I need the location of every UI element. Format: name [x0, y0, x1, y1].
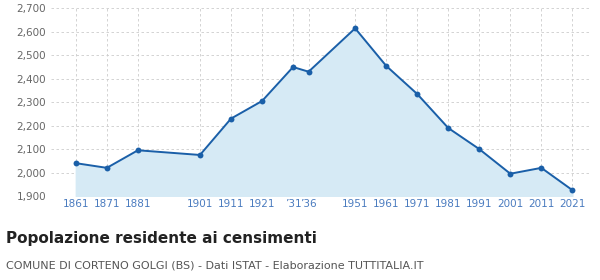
Point [475, 147, 484, 151]
Point [350, 26, 360, 31]
Point [304, 69, 313, 74]
Point [195, 153, 205, 157]
Point [506, 171, 515, 176]
Text: COMUNE DI CORTENO GOLGI (BS) - Dati ISTAT - Elaborazione TUTTITALIA.IT: COMUNE DI CORTENO GOLGI (BS) - Dati ISTA… [6, 260, 424, 270]
Point [536, 165, 546, 170]
Text: Popolazione residente ai censimenti: Popolazione residente ai censimenti [6, 231, 317, 246]
Point [257, 99, 267, 103]
Point [412, 92, 422, 96]
Point [102, 165, 112, 170]
Point [226, 116, 236, 121]
Point [568, 188, 577, 192]
Point [443, 126, 453, 130]
Point [71, 161, 80, 165]
Point [288, 65, 298, 69]
Point [133, 148, 143, 153]
Point [382, 64, 391, 68]
